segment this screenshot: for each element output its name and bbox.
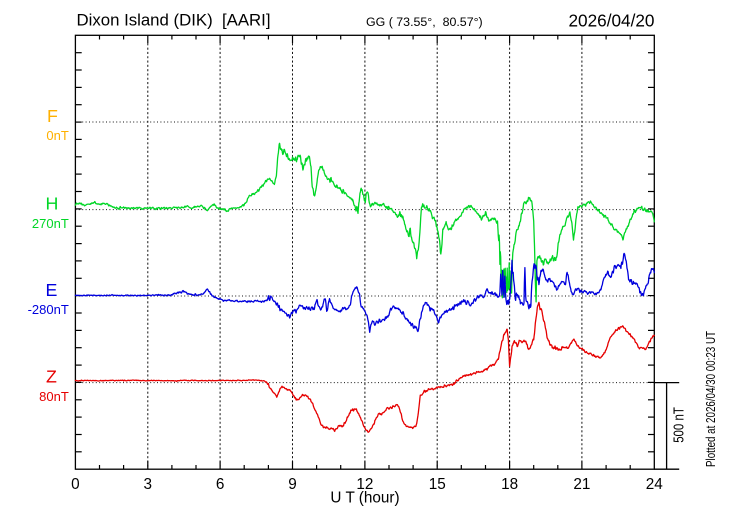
- svg-text:80nT: 80nT: [39, 389, 69, 404]
- svg-text:Plotted at 2026/04/30 00:23 UT: Plotted at 2026/04/30 00:23 UT: [703, 331, 718, 467]
- svg-text:24: 24: [646, 476, 664, 493]
- svg-text:2026/04/20: 2026/04/20: [568, 11, 654, 31]
- svg-text:6: 6: [216, 476, 225, 493]
- svg-text:Dixon Island (DIK) [AARI]: Dixon Island (DIK) [AARI]: [77, 11, 271, 30]
- svg-text:-280nT: -280nT: [28, 302, 69, 317]
- svg-text:21: 21: [573, 476, 590, 493]
- svg-text:18: 18: [501, 476, 518, 493]
- svg-text:0: 0: [71, 476, 80, 493]
- svg-text:U T (hour): U T (hour): [330, 490, 399, 507]
- svg-text:0nT: 0nT: [46, 128, 68, 143]
- svg-text:3: 3: [144, 476, 153, 493]
- svg-text:15: 15: [429, 476, 446, 493]
- svg-text:F: F: [47, 106, 58, 126]
- svg-text:270nT: 270nT: [32, 216, 69, 231]
- svg-text:H: H: [46, 194, 59, 214]
- svg-text:9: 9: [288, 476, 297, 493]
- svg-text:500 nT: 500 nT: [671, 407, 688, 443]
- svg-text:GG ( 73.55°, 80.57°): GG ( 73.55°, 80.57°): [366, 15, 483, 29]
- svg-text:12: 12: [356, 476, 373, 493]
- svg-text:E: E: [46, 280, 58, 300]
- svg-text:Z: Z: [46, 367, 57, 387]
